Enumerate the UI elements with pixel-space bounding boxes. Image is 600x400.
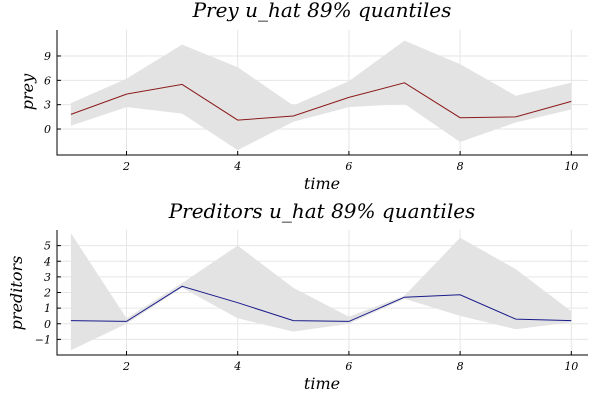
prey-xtick-label: 6 <box>345 160 352 173</box>
prey-ytick-label: 3 <box>44 99 51 112</box>
prey-ytick-label: 6 <box>44 74 51 87</box>
predators-xtick-label: 2 <box>122 360 130 373</box>
prey-xtick-label: 8 <box>457 160 464 173</box>
predators-title: Preditors u_hat 89% quantiles <box>168 199 476 223</box>
prey-axes <box>56 30 588 156</box>
predators-ytick-label: 3 <box>44 271 51 284</box>
prey-series-line <box>70 82 572 121</box>
predators-ylabel: preditors <box>7 256 26 331</box>
predators-yticks: −1 0 1 2 3 4 5 <box>35 240 61 346</box>
predators-ytick-label: 4 <box>43 255 51 268</box>
predators-axes <box>56 230 588 356</box>
prey-ytick-label: 9 <box>44 50 51 63</box>
predators-panel: Preditors u_hat 89% quantiles 2 4 6 8 10 −1 0… <box>7 199 588 393</box>
prey-xlabel: time <box>304 174 340 193</box>
prey-title: Prey u_hat 89% quantiles <box>192 0 452 22</box>
prey-xtick-label: 4 <box>233 160 241 173</box>
prey-panel: Prey u_hat 89% quantiles 2 4 6 8 10 0 3 6 9 tim… <box>18 0 588 193</box>
predators-ytick-label: 2 <box>43 287 51 300</box>
prey-yticks: 0 3 6 9 <box>44 50 61 136</box>
predators-xticks: 2 4 6 8 10 <box>122 351 578 373</box>
prey-quantile-band <box>70 40 572 151</box>
prey-xtick-label: 10 <box>564 160 578 173</box>
predators-ytick-label: 1 <box>44 302 51 315</box>
prey-xticks: 2 4 6 8 10 <box>122 151 578 173</box>
prey-ylabel: prey <box>18 73 37 110</box>
prey-xtick-label: 2 <box>122 160 130 173</box>
predators-xtick-label: 10 <box>564 360 578 373</box>
predators-series-line <box>70 285 572 322</box>
predators-xtick-label: 6 <box>345 360 352 373</box>
predators-ytick-label: 0 <box>44 318 51 331</box>
prey-ytick-label: 0 <box>44 123 51 136</box>
predators-ytick-label: −1 <box>35 333 51 346</box>
predators-xtick-label: 8 <box>457 360 464 373</box>
predators-xlabel: time <box>304 374 340 393</box>
predators-quantile-band <box>70 233 572 351</box>
predators-xtick-label: 4 <box>233 360 241 373</box>
predators-ytick-label: 5 <box>44 240 51 253</box>
